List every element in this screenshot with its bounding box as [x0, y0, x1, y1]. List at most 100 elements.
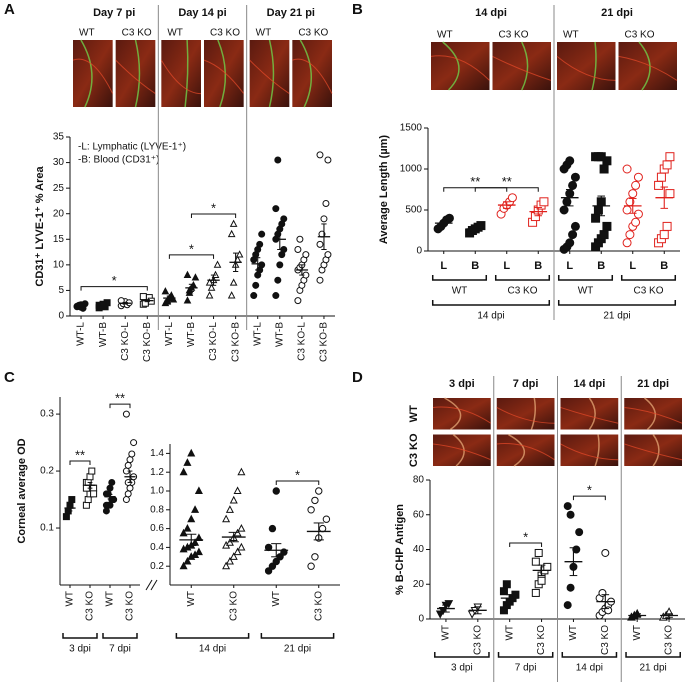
- legend-note: -L: Lymphatic (LYVE-1⁺): [78, 142, 186, 153]
- y-tick-label: 0.3: [40, 409, 54, 420]
- y-tick-label: 0.2: [40, 466, 54, 477]
- data-point: [575, 528, 584, 537]
- image-title: Day 14 pi: [178, 7, 226, 19]
- y-tick-label: 1.0: [150, 486, 164, 497]
- data-point: [531, 588, 540, 597]
- significance-label: *: [587, 483, 592, 498]
- data-point: [227, 291, 236, 299]
- data-point: [187, 448, 196, 457]
- x-tick-label: C3 KO: [664, 625, 675, 655]
- data-point: [205, 291, 214, 299]
- data-point: [507, 193, 517, 203]
- micrograph-vessel: [430, 55, 490, 81]
- micrograph-vessel: [268, 39, 275, 108]
- data-point: [539, 197, 549, 207]
- micrograph: [496, 398, 555, 430]
- data-point: [233, 486, 242, 495]
- data-point: [662, 221, 672, 231]
- x-tick-label: WT-B: [98, 322, 109, 347]
- x-tick-label: B: [471, 260, 479, 272]
- x-tick-label: C3 KO: [85, 591, 96, 621]
- significance-bracket: [474, 187, 539, 192]
- micrograph-vessel: [444, 397, 462, 431]
- x-tick-label: L: [566, 260, 573, 272]
- x-tick-label: C3 KO-L: [120, 322, 131, 361]
- data-point: [229, 552, 238, 560]
- group-label: 14 dpi: [199, 644, 226, 655]
- group-bracket: [494, 275, 551, 281]
- x-tick-label: WT: [65, 591, 76, 607]
- data-point: [622, 238, 632, 248]
- significance-label: *: [112, 273, 117, 288]
- data-point: [599, 230, 609, 240]
- data-point: [268, 524, 277, 533]
- group-label: C3 KO: [633, 286, 663, 297]
- data-point: [102, 501, 110, 509]
- y-axis-label: CD31⁺ LYVE-1⁺ % Area: [34, 166, 46, 287]
- y-tick-label: 60: [413, 509, 425, 520]
- data-point: [237, 524, 246, 532]
- group-bracket: [434, 652, 490, 658]
- data-point: [274, 276, 282, 284]
- image-title: Day 21 pi: [267, 7, 315, 19]
- data-point: [311, 553, 319, 561]
- data-point: [633, 172, 643, 182]
- data-point: [568, 180, 578, 190]
- x-tick-label: L: [440, 260, 447, 272]
- significance-bracket: [190, 213, 237, 218]
- data-point: [276, 261, 284, 269]
- significance-bracket: [69, 460, 91, 466]
- group-label: 21 dpi: [640, 663, 667, 674]
- data-point: [272, 557, 280, 566]
- micrograph: [560, 434, 619, 466]
- y-tick-label: 25: [53, 183, 65, 194]
- panel-letter: C: [4, 369, 15, 386]
- micrograph-vessel: [432, 406, 492, 424]
- data-point: [444, 213, 454, 223]
- micrograph-vessel: [560, 443, 619, 461]
- data-point: [250, 292, 258, 300]
- group-bracket: [62, 633, 98, 639]
- data-point: [568, 230, 578, 240]
- x-tick-label: C3 KO: [600, 625, 611, 655]
- y-tick-label: 10: [53, 259, 65, 270]
- group-label: 7 dpi: [515, 663, 537, 674]
- data-point: [322, 199, 330, 207]
- y-tick-label: 1.4: [150, 448, 164, 459]
- data-point: [566, 583, 575, 592]
- micrograph: [560, 398, 619, 430]
- x-tick-label: C3 KO: [472, 625, 483, 655]
- axis-break: [145, 579, 158, 591]
- data-point: [316, 276, 324, 284]
- image-row-label: WT: [408, 405, 420, 422]
- data-point: [622, 164, 632, 174]
- micrograph-vessel: [624, 406, 683, 424]
- micrograph-vessel: [160, 59, 202, 95]
- data-point: [124, 490, 132, 498]
- data-point: [280, 215, 288, 223]
- micrograph-vessel: [134, 39, 141, 108]
- data-point: [237, 467, 246, 476]
- micrograph-vessel: [556, 56, 616, 81]
- micrograph: [492, 42, 551, 90]
- x-tick-label: WT: [105, 591, 116, 607]
- data-point: [179, 561, 188, 570]
- panel-letter: B: [352, 1, 363, 18]
- micrograph: [496, 434, 555, 466]
- group-label: 7 dpi: [109, 644, 131, 655]
- group-label: 14 dpi: [576, 663, 603, 674]
- data-point: [662, 160, 672, 170]
- significance-bracket: [80, 286, 148, 291]
- significance-bracket: [509, 542, 543, 547]
- micrograph-vessel: [72, 58, 114, 94]
- group-bracket: [431, 300, 551, 306]
- y-tick-label: 1500: [400, 123, 423, 134]
- data-point: [183, 524, 192, 532]
- data-point: [563, 601, 572, 610]
- data-point: [252, 281, 260, 289]
- micrograph: [292, 40, 332, 107]
- x-tick-label: C3 KO: [125, 591, 136, 621]
- y-tick-label: 0: [416, 246, 422, 257]
- micrograph-vessel: [249, 59, 290, 95]
- data-point: [233, 547, 242, 556]
